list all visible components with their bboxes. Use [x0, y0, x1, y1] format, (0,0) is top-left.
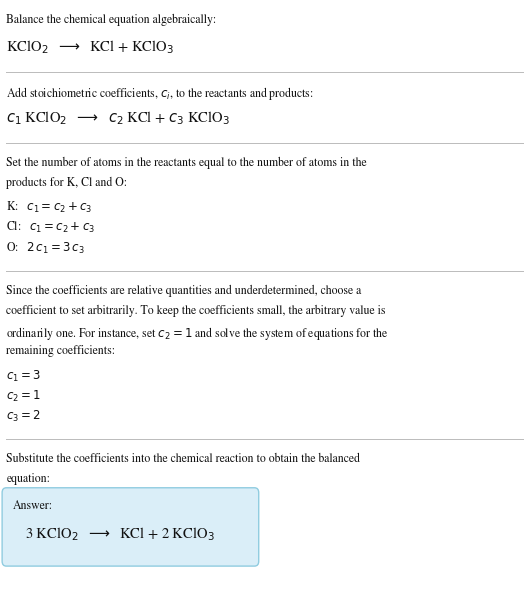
Text: Answer:: Answer:	[13, 500, 53, 512]
Text: remaining coefficients:: remaining coefficients:	[6, 345, 115, 357]
Text: O:   $2\,c_1 = 3\,c_3$: O: $2\,c_1 = 3\,c_3$	[6, 241, 85, 256]
Text: Add stoichiometric coefficients, $c_i$, to the reactants and products:: Add stoichiometric coefficients, $c_i$, …	[6, 85, 314, 102]
Text: equation:: equation:	[6, 473, 50, 485]
Text: Since the coefficients are relative quantities and underdetermined, choose a: Since the coefficients are relative quan…	[6, 285, 362, 297]
Text: KClO$_2$  $\longrightarrow$  KCl + KClO$_3$: KClO$_2$ $\longrightarrow$ KCl + KClO$_3…	[6, 38, 174, 56]
Text: $c_1 = 3$: $c_1 = 3$	[6, 368, 41, 384]
Text: Balance the chemical equation algebraically:: Balance the chemical equation algebraica…	[6, 13, 216, 26]
Text: Cl:   $c_1 = c_2 + c_3$: Cl: $c_1 = c_2 + c_3$	[6, 220, 96, 236]
Text: 3 KClO$_2$  $\longrightarrow$  KCl + 2 KClO$_3$: 3 KClO$_2$ $\longrightarrow$ KCl + 2 KCl…	[25, 526, 214, 543]
Text: $c_2 = 1$: $c_2 = 1$	[6, 389, 41, 404]
Text: K:   $c_1 = c_2 + c_3$: K: $c_1 = c_2 + c_3$	[6, 200, 93, 215]
Text: $c_3 = 2$: $c_3 = 2$	[6, 409, 41, 424]
Text: coefficient to set arbitrarily. To keep the coefficients small, the arbitrary va: coefficient to set arbitrarily. To keep …	[6, 305, 386, 317]
Text: products for K, Cl and O:: products for K, Cl and O:	[6, 177, 127, 189]
Text: $c_1$ KClO$_2$  $\longrightarrow$  $c_2$ KCl + $c_3$ KClO$_3$: $c_1$ KClO$_2$ $\longrightarrow$ $c_2$ K…	[6, 110, 230, 127]
FancyBboxPatch shape	[2, 488, 259, 566]
Text: Set the number of atoms in the reactants equal to the number of atoms in the: Set the number of atoms in the reactants…	[6, 157, 367, 169]
Text: ordinarily one. For instance, set $c_2 = 1$ and solve the system of equations fo: ordinarily one. For instance, set $c_2 =…	[6, 325, 389, 342]
Text: Substitute the coefficients into the chemical reaction to obtain the balanced: Substitute the coefficients into the che…	[6, 453, 360, 465]
